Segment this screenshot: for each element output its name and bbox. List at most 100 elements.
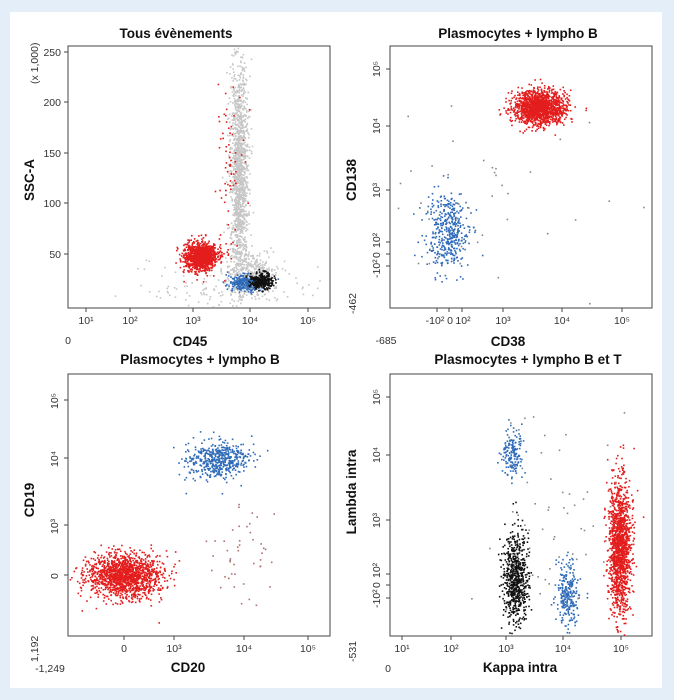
scatter-point bbox=[222, 137, 224, 140]
scatter-point bbox=[236, 212, 238, 214]
scatter-point bbox=[563, 118, 566, 121]
scatter-point bbox=[236, 89, 238, 92]
scatter-point bbox=[243, 258, 246, 260]
scatter-point bbox=[239, 257, 242, 260]
scatter-point bbox=[534, 113, 536, 115]
scatter-point bbox=[265, 270, 267, 273]
scatter-point bbox=[527, 105, 530, 108]
scatter-point bbox=[553, 103, 556, 105]
scatter-point bbox=[523, 98, 526, 100]
scatter-point bbox=[242, 226, 245, 229]
scatter-point bbox=[241, 216, 244, 218]
scatter-point bbox=[244, 150, 247, 152]
scatter-point bbox=[258, 281, 261, 283]
scatter-point bbox=[238, 147, 240, 149]
scatter-point bbox=[246, 97, 248, 100]
scatter-point bbox=[237, 277, 239, 279]
scatter-point bbox=[256, 254, 259, 257]
scatter-point bbox=[243, 201, 245, 203]
scatter-point bbox=[241, 215, 244, 217]
scatter-point bbox=[528, 108, 531, 111]
scatter-point bbox=[268, 278, 271, 281]
scatter-point bbox=[197, 268, 199, 271]
scatter-point bbox=[231, 289, 234, 292]
scatter-point bbox=[246, 165, 248, 167]
scatter-point bbox=[216, 253, 218, 256]
scatter-point bbox=[545, 102, 547, 104]
scatter-point bbox=[238, 136, 241, 138]
scatter-point bbox=[235, 205, 237, 208]
scatter-point bbox=[228, 140, 231, 143]
scatter-point bbox=[248, 109, 251, 111]
scatter-point bbox=[524, 97, 527, 100]
scatter-point bbox=[517, 111, 520, 113]
scatter-point bbox=[231, 115, 233, 117]
scatter-point bbox=[235, 220, 237, 223]
scatter-point bbox=[521, 92, 523, 94]
scatter-point bbox=[208, 245, 210, 247]
scatter-point bbox=[247, 288, 250, 290]
scatter-point bbox=[230, 231, 233, 234]
scatter-point bbox=[524, 108, 527, 110]
scatter-point bbox=[271, 277, 273, 279]
scatter-point bbox=[232, 224, 234, 227]
scatter-point bbox=[523, 121, 525, 123]
scatter-point bbox=[547, 93, 550, 96]
scatter-point bbox=[201, 248, 203, 251]
scatter-point bbox=[204, 269, 207, 271]
scatter-point bbox=[169, 294, 171, 297]
scatter-point bbox=[242, 247, 245, 249]
scatter-point bbox=[213, 255, 215, 258]
scatter-point bbox=[276, 265, 278, 268]
scatter-point bbox=[259, 252, 261, 255]
scatter-point bbox=[241, 155, 244, 158]
scatter-point bbox=[263, 264, 266, 267]
scatter-point bbox=[237, 140, 239, 143]
scatter-point bbox=[248, 291, 250, 294]
scatter-point bbox=[534, 100, 537, 102]
scatter-point bbox=[189, 268, 192, 271]
scatter-point bbox=[231, 298, 233, 301]
scatter-point bbox=[544, 117, 546, 120]
scatter-point bbox=[249, 204, 251, 207]
scatter-point bbox=[238, 228, 240, 230]
scatter-point bbox=[193, 246, 196, 248]
scatter-point bbox=[545, 122, 547, 124]
scatter-point bbox=[228, 157, 231, 160]
scatter-point bbox=[526, 90, 528, 92]
scatter-point bbox=[203, 248, 205, 251]
scatter-point bbox=[555, 103, 558, 105]
scatter-point bbox=[247, 254, 249, 257]
scatter-point bbox=[260, 277, 263, 280]
scatter-point bbox=[275, 299, 278, 302]
scatter-point bbox=[225, 146, 228, 148]
scatter-point bbox=[257, 265, 260, 267]
scatter-point bbox=[240, 205, 243, 208]
scatter-point bbox=[201, 293, 203, 296]
scatter-point bbox=[243, 82, 246, 85]
scatter-point bbox=[231, 228, 234, 230]
scatter-point bbox=[238, 133, 240, 136]
scatter-point bbox=[251, 265, 253, 268]
scatter-point bbox=[208, 249, 210, 251]
scatter-point bbox=[201, 255, 203, 257]
scatter-point bbox=[204, 255, 206, 258]
scatter-point bbox=[247, 188, 249, 191]
scatter-point bbox=[242, 268, 244, 271]
scatter-point bbox=[234, 116, 236, 118]
scatter-point bbox=[218, 304, 220, 306]
scatter-point bbox=[517, 103, 519, 105]
scatter-point bbox=[196, 279, 198, 281]
scatter-point bbox=[238, 250, 240, 253]
scatter-point bbox=[551, 121, 554, 123]
scatter-point bbox=[234, 191, 237, 194]
scatter-point bbox=[241, 161, 244, 164]
scatter-point bbox=[164, 266, 166, 269]
scatter-point bbox=[238, 200, 240, 202]
scatter-point bbox=[251, 277, 253, 279]
scatter-point bbox=[215, 257, 217, 260]
scatter-point bbox=[528, 118, 530, 121]
scatter-point bbox=[268, 267, 270, 269]
scatter-point bbox=[557, 119, 560, 122]
scatter-point bbox=[247, 280, 249, 283]
